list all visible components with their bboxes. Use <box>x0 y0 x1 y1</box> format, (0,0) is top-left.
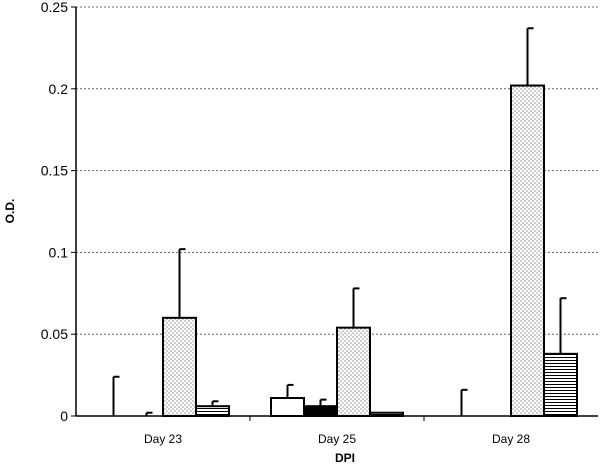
x-tick-labels: Day 23 Day 25 Day 28 <box>144 416 530 446</box>
bar <box>336 326 371 418</box>
x-tick-label: Day 25 <box>318 432 356 446</box>
bar <box>195 405 230 417</box>
bar <box>510 84 545 417</box>
y-tick-label: 0 <box>60 408 68 424</box>
y-tick-label: 0.15 <box>41 163 68 179</box>
x-tick-label: Day 28 <box>492 432 530 446</box>
bar <box>270 397 305 417</box>
axes <box>75 7 598 417</box>
y-tick-label: 0.05 <box>41 326 68 342</box>
y-tick-labels: 0 0.05 0.1 0.15 0.2 0.25 <box>41 0 68 424</box>
y-axis-title: O.D. <box>3 199 17 224</box>
y-tick-label: 0.2 <box>49 81 69 97</box>
bar <box>303 405 338 417</box>
x-tick-label: Day 23 <box>144 432 182 446</box>
bar <box>162 316 197 417</box>
error-bars <box>112 27 567 416</box>
y-tick-label: 0.1 <box>49 244 69 260</box>
x-axis-title: DPI <box>335 451 355 465</box>
bar <box>543 352 578 417</box>
bars <box>162 84 578 418</box>
y-tick-label: 0.25 <box>41 0 68 15</box>
